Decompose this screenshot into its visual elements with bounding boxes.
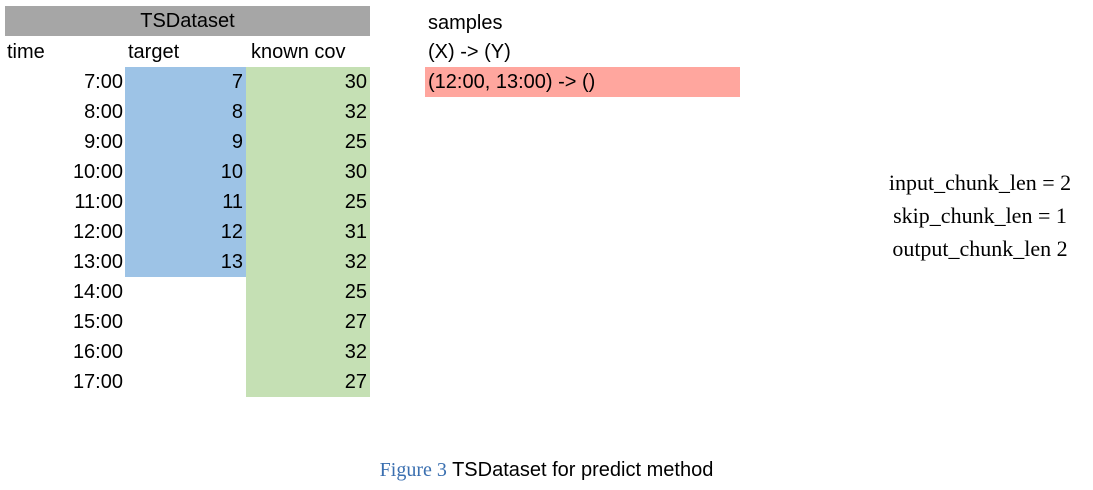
known-cov-cell: 25 <box>246 277 370 307</box>
samples-title: samples <box>428 12 503 34</box>
time-cell: 11:00 <box>74 191 123 213</box>
param-skip-chunk-len: skip_chunk_len = 1 <box>893 203 1067 228</box>
time-cell: 17:00 <box>72 371 123 393</box>
header-target: target <box>128 41 180 63</box>
time-cell: 15:00 <box>72 311 123 333</box>
time-cell: 16:00 <box>72 341 123 363</box>
time-cell: 8:00 <box>84 101 123 123</box>
time-cell: 13:00 <box>72 251 123 273</box>
known-cov-cell: 25 <box>246 127 370 157</box>
header-known-cov: known cov <box>251 41 346 63</box>
figure-caption-text: TSDataset for predict method <box>446 459 714 481</box>
known-cov-cell: 32 <box>246 247 370 277</box>
param-input-chunk-len: input_chunk_len = 2 <box>888 170 1072 195</box>
target-cell: 12 <box>125 217 246 247</box>
sample-row: (12:00, 13:00) -> () <box>425 67 740 97</box>
params-block: input_chunk_len = 2 skip_chunk_len = 1 o… <box>840 166 1093 265</box>
target-cell: 11 <box>125 187 246 217</box>
dataset-title: TSDataset <box>5 6 370 36</box>
time-cell: 7:00 <box>84 71 123 93</box>
header-time: time <box>7 41 45 63</box>
target-cell <box>125 277 246 307</box>
known-cov-cell: 30 <box>246 157 370 187</box>
known-cov-cell: 27 <box>246 307 370 337</box>
target-cell <box>125 307 246 337</box>
time-cell: 12:00 <box>72 221 123 243</box>
figure-caption: Figure 3 TSDataset for predict method <box>0 455 1093 485</box>
time-cell: 14:00 <box>72 281 123 303</box>
known-cov-cell: 27 <box>246 367 370 397</box>
time-cell: 10:00 <box>72 161 123 183</box>
known-cov-cell: 30 <box>246 67 370 97</box>
target-cell: 7 <box>125 67 246 97</box>
known-cov-cell: 32 <box>246 97 370 127</box>
target-cell: 8 <box>125 97 246 127</box>
target-cell <box>125 337 246 367</box>
target-cell: 9 <box>125 127 246 157</box>
known-cov-cell: 25 <box>246 187 370 217</box>
time-cell: 9:00 <box>84 131 123 153</box>
figure-label: Figure 3 <box>379 459 447 481</box>
target-cell <box>125 367 246 397</box>
target-cell: 10 <box>125 157 246 187</box>
samples-subtitle: (X) -> (Y) <box>428 41 511 63</box>
target-cell: 13 <box>125 247 246 277</box>
param-output-chunk-len: output_chunk_len 2 <box>892 236 1068 261</box>
known-cov-cell: 31 <box>246 217 370 247</box>
known-cov-cell: 32 <box>246 337 370 367</box>
